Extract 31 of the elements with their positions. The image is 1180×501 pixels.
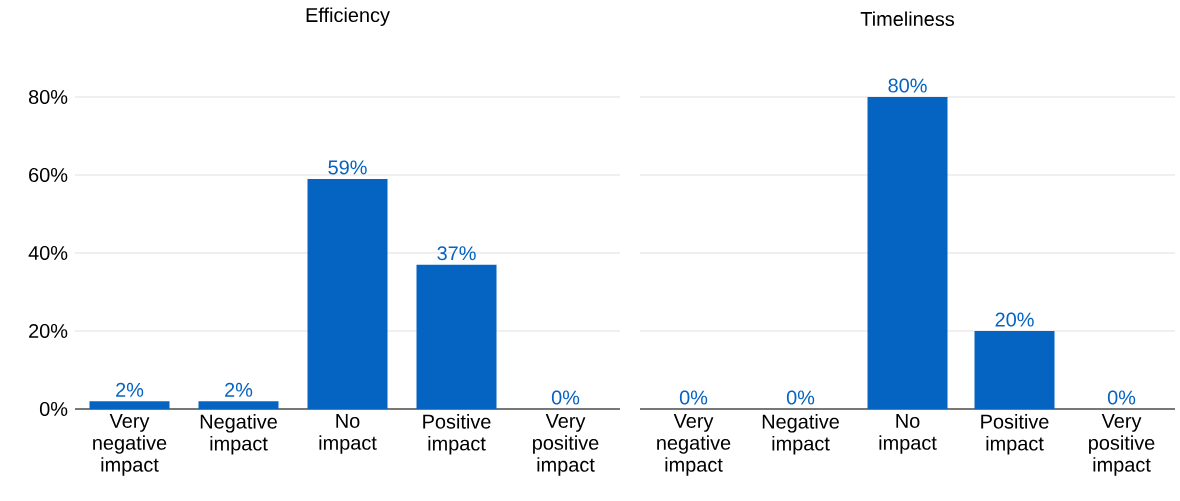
data-label: 0% <box>551 390 580 405</box>
data-label: 20% <box>995 312 1034 327</box>
x-tick-label: Very negative impact <box>657 414 731 476</box>
data-label: 2% <box>116 382 144 397</box>
chart-title: Efficiency <box>306 7 390 26</box>
y-tick-label: 40% <box>28 245 68 261</box>
x-tick-label: No impact <box>879 414 937 454</box>
bar <box>89 401 170 409</box>
bar <box>416 264 497 409</box>
data-label: 80% <box>888 78 927 93</box>
bar <box>307 178 388 409</box>
x-tick-label: Negative impact <box>200 414 277 455</box>
x-tick-label: Very positive impact <box>1089 414 1155 476</box>
data-label: 0% <box>679 390 708 405</box>
data-label: 2% <box>225 382 253 397</box>
y-tick-label: 60% <box>29 167 68 183</box>
data-label: 59% <box>328 160 367 175</box>
data-label: 0% <box>786 390 815 405</box>
x-tick-label: Positive impact <box>423 414 491 455</box>
x-tick-label: Negative impact <box>762 414 839 455</box>
y-tick-label: 20% <box>29 323 68 339</box>
bar <box>198 401 279 409</box>
x-tick-label: Positive impact <box>981 414 1049 455</box>
data-label: 0% <box>1107 390 1136 405</box>
data-label: 37% <box>437 246 476 261</box>
y-tick-label: 0% <box>39 401 68 417</box>
x-tick-label: No impact <box>319 414 377 454</box>
x-tick-label: Very negative impact <box>93 414 167 476</box>
x-tick-label: Very positive impact <box>533 414 599 476</box>
chart-title: Timeliness <box>860 11 955 26</box>
y-tick-label: 80% <box>28 89 68 105</box>
